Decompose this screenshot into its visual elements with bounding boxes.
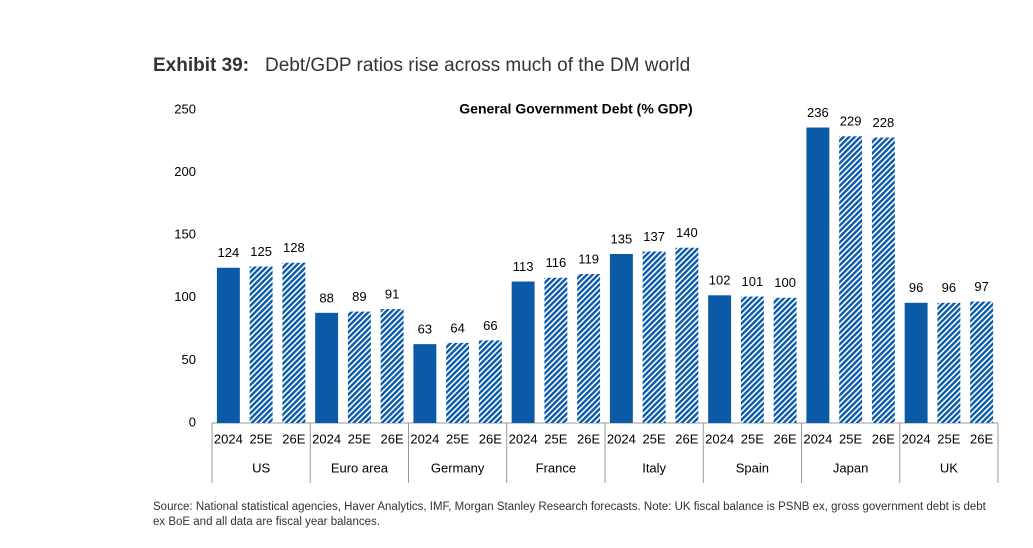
data-label: 63 <box>418 322 432 337</box>
series-label: 26E <box>970 431 993 446</box>
bar <box>413 344 437 423</box>
data-label: 101 <box>742 274 764 289</box>
data-label: 96 <box>942 280 956 295</box>
x-tick-label: Italy <box>642 460 666 475</box>
bar <box>478 340 502 423</box>
x-tick-label: UK <box>940 460 958 475</box>
data-label: 236 <box>807 105 829 120</box>
data-label: 64 <box>450 320 464 335</box>
series-label: 2024 <box>509 431 538 446</box>
series-label: 2024 <box>312 431 341 446</box>
x-tick-label: France <box>536 460 576 475</box>
bar <box>642 251 666 423</box>
series-label: 25E <box>446 431 469 446</box>
x-tick-label: Spain <box>736 460 769 475</box>
data-label: 125 <box>250 244 272 259</box>
series-label: 25E <box>937 431 960 446</box>
bar <box>544 277 568 423</box>
data-label: 119 <box>578 251 599 266</box>
data-label: 66 <box>483 318 497 333</box>
exhibit-label: Exhibit 39: <box>153 55 249 76</box>
series-label: 2024 <box>803 431 832 446</box>
bar <box>282 262 306 423</box>
bar <box>347 311 371 423</box>
data-label: 116 <box>546 255 567 270</box>
source-note: Source: National statistical agencies, H… <box>153 501 986 528</box>
series-label: 26E <box>774 431 797 446</box>
data-label: 89 <box>352 289 366 304</box>
bar <box>511 281 535 423</box>
data-label: 91 <box>385 287 399 302</box>
y-tick-label: 0 <box>189 414 196 429</box>
bar <box>609 253 633 423</box>
bar <box>216 267 240 423</box>
data-label: 128 <box>283 240 305 255</box>
bar <box>904 302 928 423</box>
x-tick-label: US <box>252 460 270 475</box>
series-label: 26E <box>479 431 502 446</box>
data-label: 124 <box>218 245 240 260</box>
bar <box>577 274 601 423</box>
chart-subtitle: General Government Debt (% GDP) <box>459 101 692 117</box>
bar <box>315 312 339 423</box>
series-label: 26E <box>381 431 404 446</box>
data-label: 140 <box>676 225 698 240</box>
y-tick-label: 50 <box>182 352 196 367</box>
bar <box>871 137 895 423</box>
series-label: 26E <box>282 431 305 446</box>
bar <box>740 296 764 423</box>
series-label: 25E <box>643 431 666 446</box>
series-label: 25E <box>839 431 862 446</box>
bar <box>937 302 961 423</box>
bar <box>249 266 273 423</box>
bar <box>675 247 699 423</box>
data-label: 228 <box>873 115 895 130</box>
data-label: 137 <box>643 229 665 244</box>
series-label: 2024 <box>410 431 439 446</box>
series-label: 25E <box>250 431 273 446</box>
data-label: 88 <box>319 290 333 305</box>
x-tick-label: Germany <box>431 460 485 475</box>
y-tick-label: 100 <box>174 289 196 304</box>
series-label: 26E <box>872 431 895 446</box>
series-label: 2024 <box>607 431 636 446</box>
bar <box>970 301 994 423</box>
series-label: 2024 <box>902 431 931 446</box>
bar <box>708 295 732 423</box>
y-tick-label: 150 <box>174 227 196 242</box>
series-label: 25E <box>348 431 371 446</box>
series-label: 25E <box>741 431 764 446</box>
data-label: 229 <box>840 114 862 129</box>
data-label: 102 <box>709 273 731 288</box>
series-label: 2024 <box>705 431 734 446</box>
data-label: 135 <box>611 231 633 246</box>
series-label: 25E <box>544 431 567 446</box>
y-tick-label: 250 <box>174 101 196 116</box>
series-label: 26E <box>577 431 600 446</box>
series-label: 26E <box>675 431 698 446</box>
data-label: 113 <box>513 259 534 274</box>
bar <box>839 136 863 424</box>
bar <box>806 127 830 423</box>
bar <box>380 309 404 423</box>
bar <box>773 297 797 423</box>
bar <box>446 342 470 423</box>
data-label: 100 <box>774 275 796 290</box>
chart-title: Debt/GDP ratios rise across much of the … <box>265 55 690 76</box>
data-label: 96 <box>909 280 923 295</box>
series-label: 2024 <box>214 431 243 446</box>
data-label: 97 <box>974 279 988 294</box>
x-tick-label: Japan <box>833 460 868 475</box>
x-tick-label: Euro area <box>331 460 389 475</box>
y-tick-label: 200 <box>174 164 196 179</box>
